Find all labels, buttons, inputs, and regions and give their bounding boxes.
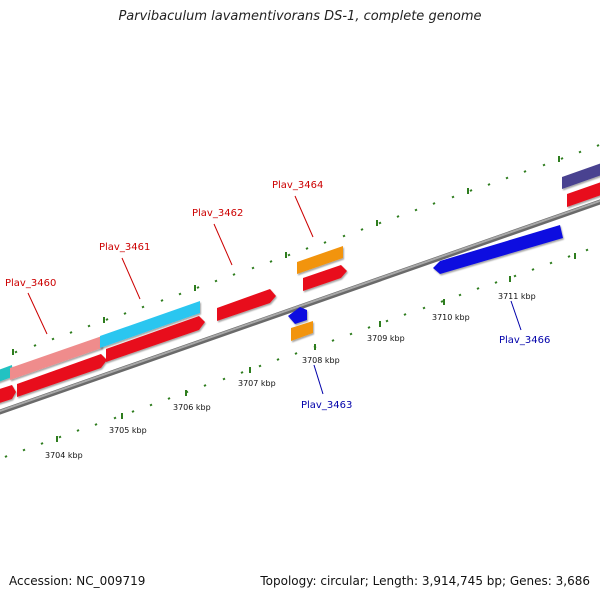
- cds-forward-arrow[interactable]: [17, 354, 107, 397]
- scale-label: 3711 kbp: [498, 292, 536, 301]
- cds-forward-arrow[interactable]: [567, 179, 600, 207]
- feature-slate[interactable]: [562, 160, 600, 189]
- cds-reverse-arrow[interactable]: [433, 225, 563, 274]
- map-title: Parvibaculum lavamentivorans DS-1, compl…: [118, 9, 482, 24]
- cds-forward-arrow[interactable]: [303, 265, 347, 291]
- cds-forward-arrow[interactable]: [106, 316, 205, 362]
- reverse-cds-row: [288, 225, 563, 341]
- scale-label: 3705 kbp: [109, 426, 147, 435]
- gene-label-forward[interactable]: Plav_3461: [99, 242, 150, 253]
- gene-labels: Plav_3460 Plav_3461 Plav_3462 Plav_3464 …: [5, 180, 550, 411]
- gene-label-forward[interactable]: Plav_3464: [272, 180, 323, 191]
- gene-leader-lines: [27, 195, 522, 395]
- cds-forward-arrow[interactable]: [217, 289, 276, 321]
- cds-forward-arrow[interactable]: [0, 385, 16, 406]
- feature-orange[interactable]: [297, 246, 343, 274]
- gene-label-forward[interactable]: Plav_3462: [192, 208, 243, 219]
- feature-cyan[interactable]: [100, 301, 200, 348]
- gene-label-reverse[interactable]: Plav_3466: [499, 335, 550, 346]
- accession-text: Accession: NC_009719: [9, 574, 146, 588]
- scale-label: 3707 kbp: [238, 379, 276, 388]
- feature-pink[interactable]: [10, 336, 102, 380]
- backbone: [0, 199, 600, 415]
- scale-label: 3709 kbp: [367, 334, 405, 343]
- feature-teal[interactable]: [0, 365, 12, 385]
- feature-upper-row: [0, 160, 600, 385]
- topology-text: Topology: circular; Length: 3,914,745 bp…: [260, 574, 590, 588]
- cds-reverse-arrow[interactable]: [288, 307, 307, 324]
- scale-label: 3710 kbp: [432, 313, 470, 322]
- scale-label: 3706 kbp: [173, 403, 211, 412]
- forward-tick-track: [12, 144, 600, 355]
- scale-labels: 3704 kbp 3705 kbp 3706 kbp 3707 kbp 3708…: [45, 292, 536, 460]
- feature-orange-reverse[interactable]: [291, 321, 313, 341]
- forward-cds-row: [0, 179, 600, 406]
- gene-label-reverse[interactable]: Plav_3463: [301, 400, 352, 411]
- scale-label: 3708 kbp: [302, 356, 340, 365]
- gene-label-forward[interactable]: Plav_3460: [5, 278, 56, 289]
- reverse-tick-track: [4, 248, 589, 458]
- scale-label: 3704 kbp: [45, 451, 83, 460]
